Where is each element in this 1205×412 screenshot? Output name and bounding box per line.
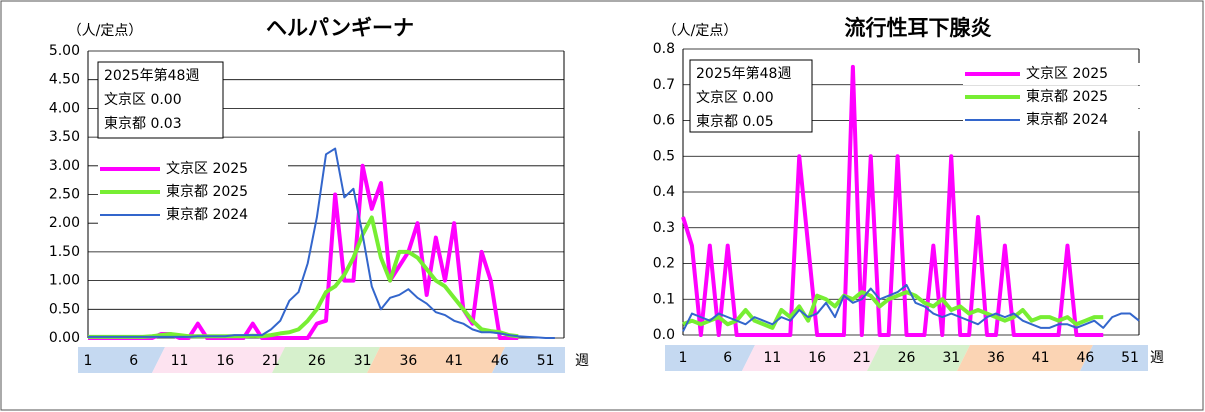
x-tick-label: 21 [262,353,280,369]
band [1080,345,1148,371]
band [957,345,1093,371]
band [742,345,880,371]
band [272,347,380,373]
band [665,345,755,371]
x-tick-label: 11 [763,350,781,366]
y-tick-label: 0.00 [49,330,80,346]
annotation: 文京区 0.00 [696,90,774,106]
x-tick-label: 1 [84,353,93,369]
y-tick-label: 0.0 [653,327,675,343]
legend-bg [963,63,1148,85]
x-tick-label: 51 [537,353,555,369]
x-tick-label: 11 [171,353,189,369]
x-tick-label: 46 [491,353,509,369]
x-tick-label: 1 [679,350,688,366]
x-tick-label: 16 [216,353,234,369]
info-box [97,61,224,139]
season-bands [78,345,1148,373]
y-tick-label: 0.5 [653,148,675,164]
series-line [682,283,1140,332]
x-tick-label: 36 [987,350,1005,366]
legend-bg [98,158,288,180]
x-axis-label: 週 [575,353,589,369]
legend-label: 東京都 2024 [1026,112,1108,128]
y-tick-label: 0.6 [653,113,675,129]
x-tick-label: 6 [723,350,732,366]
y-tick-label: 0.8 [653,41,675,57]
chart-title: ヘルパンギーナ [266,16,414,40]
x-tick-label: 51 [1121,350,1139,366]
series-line [88,215,519,339]
series-line [88,147,555,339]
y-tick-label: 0.3 [653,220,675,236]
legend-label: 東京都 2024 [166,207,248,223]
x-axis-label: 週 [1150,350,1164,366]
annotation: 2025年第48週 [104,67,199,84]
x-tick-label: 41 [445,353,463,369]
y-tick-label: 0.50 [49,301,80,317]
x-tick-label: 36 [399,353,417,369]
band [492,347,565,373]
legend-bg [98,204,288,226]
x-tick-label: 26 [308,353,326,369]
y-tick-label: 2.50 [49,187,80,203]
legend-label: 東京都 2025 [166,184,248,200]
y-tick-label: 1.50 [49,244,80,260]
y-tick-label: 0.2 [653,256,675,272]
legend-label: 東京都 2025 [1026,89,1108,105]
x-tick-label: 26 [898,350,916,366]
legend-label: 文京区 2025 [166,161,248,177]
y-axis-label: （人/定点） [663,23,738,39]
band [78,347,165,373]
x-tick-label: 31 [354,353,372,369]
y-tick-label: 0.7 [653,77,675,93]
y-tick-label: 0.1 [653,291,675,307]
y-tick-label: 1.00 [49,273,80,289]
y-tick-label: 3.50 [49,129,80,145]
info-box [689,59,813,133]
x-tick-label: 16 [808,350,826,366]
x-tick-label: 46 [1076,350,1094,366]
annotation: 東京都 0.03 [104,116,182,132]
annotation: 文京区 0.00 [104,92,182,108]
y-tick-label: 2.00 [49,215,80,231]
y-axis-label: （人/定点） [68,23,143,39]
x-tick-label: 6 [129,353,138,369]
legend-bg [963,86,1148,108]
y-tick-label: 4.50 [49,72,80,88]
x-tick-label: 21 [853,350,871,366]
band [152,347,285,373]
annotation: 2025年第48週 [696,65,791,82]
legend-bg [963,109,1148,131]
annotation: 東京都 0.05 [696,114,774,130]
y-tick-label: 3.00 [49,158,80,174]
legend-label: 文京区 2025 [1026,66,1108,82]
band [367,347,505,373]
y-tick-label: 0.4 [653,184,675,200]
chart-title: 流行性耳下腺炎 [845,16,992,40]
y-tick-label: 5.00 [49,43,80,59]
band [867,345,970,371]
x-tick-label: 41 [1032,350,1050,366]
y-tick-label: 4.00 [49,100,80,116]
legend-bg [98,181,288,203]
series-line [681,64,1104,337]
x-tick-label: 31 [942,350,960,366]
